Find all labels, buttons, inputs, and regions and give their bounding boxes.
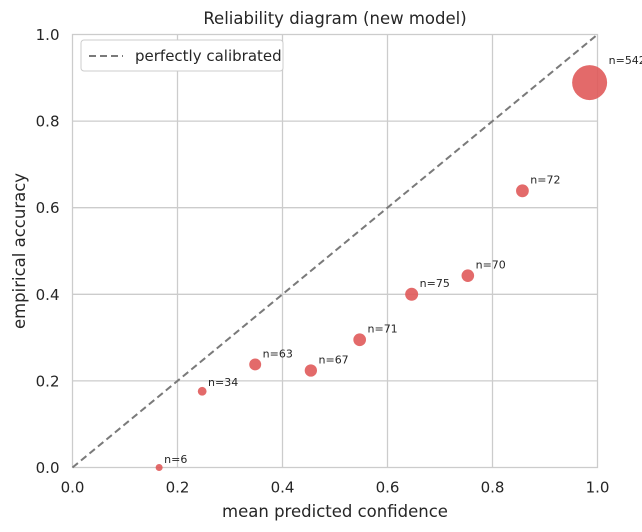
y-tick-label: 1.0	[36, 26, 60, 44]
point-count-label: n=6	[164, 453, 187, 466]
data-point	[461, 269, 475, 282]
point-count-label: n=34	[208, 376, 238, 389]
legend-box	[80, 39, 284, 72]
y-tick-label: 0.6	[36, 199, 60, 217]
point-annotations: n=6 n=34 n=63 n=67 n=71 n=75 n=70 n=72 n=542	[164, 54, 642, 466]
x-tick-labels: 0.0 0.2 0.4 0.6 0.8 1.0	[61, 479, 610, 497]
data-point	[249, 358, 262, 371]
chart-title: Reliability diagram (new model)	[203, 9, 466, 28]
point-count-label: n=542	[609, 54, 642, 67]
x-tick-label: 0.4	[271, 479, 295, 497]
data-point	[353, 333, 367, 347]
grid	[72, 34, 598, 468]
point-count-label: n=70	[476, 258, 506, 271]
data-point	[197, 386, 207, 396]
x-tick-label: 0.2	[166, 479, 190, 497]
point-count-label: n=75	[420, 277, 450, 290]
data-point	[155, 464, 163, 471]
perfect-calibration-line	[71, 33, 599, 469]
y-tick-label: 0.8	[36, 113, 60, 131]
data-point	[572, 65, 608, 101]
x-tick-label: 0.8	[481, 479, 505, 497]
data-point	[405, 287, 419, 301]
data-points	[155, 65, 608, 471]
x-tick-label: 1.0	[586, 479, 610, 497]
y-tick-label: 0.2	[36, 372, 60, 390]
y-tick-labels: 0.0 0.2 0.4 0.6 0.8 1.0	[36, 26, 60, 477]
point-count-label: n=63	[263, 347, 293, 360]
legend: perfectly calibrated	[80, 39, 284, 72]
y-tick-label: 0.0	[36, 459, 60, 477]
point-count-label: n=67	[319, 353, 349, 366]
x-tick-label: 0.0	[61, 479, 85, 497]
x-axis-label: mean predicted confidence	[222, 502, 448, 521]
point-count-label: n=72	[530, 173, 560, 186]
x-tick-label: 0.6	[376, 479, 400, 497]
y-tick-label: 0.4	[36, 286, 60, 304]
data-point	[304, 364, 318, 377]
y-axis-label: empirical accuracy	[10, 173, 29, 329]
plot-frame	[71, 33, 599, 469]
legend-label-perfectly-calibrated: perfectly calibrated	[135, 47, 282, 65]
point-count-label: n=71	[368, 322, 398, 335]
data-point	[516, 184, 529, 198]
